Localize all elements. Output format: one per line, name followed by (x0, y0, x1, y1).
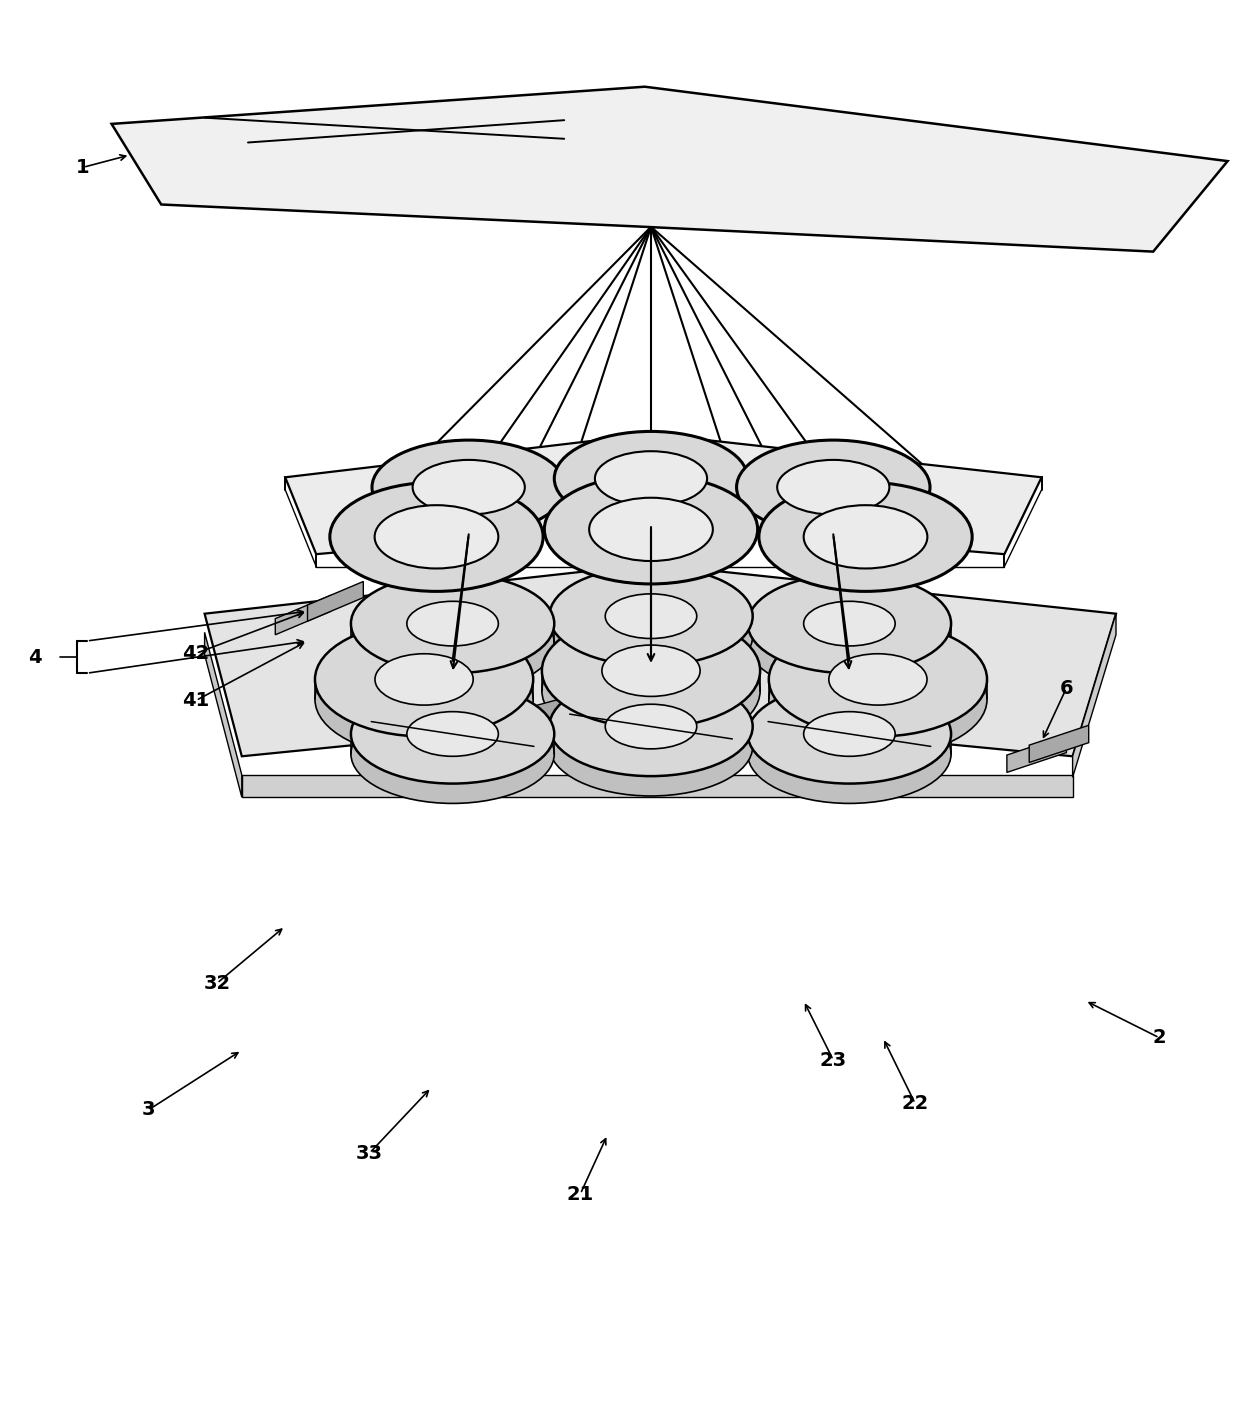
Ellipse shape (605, 594, 697, 639)
Text: 21: 21 (567, 1184, 594, 1203)
Ellipse shape (589, 497, 713, 560)
Ellipse shape (748, 684, 951, 783)
Polygon shape (1007, 736, 1066, 772)
Ellipse shape (413, 460, 525, 514)
Ellipse shape (372, 440, 565, 534)
Ellipse shape (549, 566, 753, 665)
Ellipse shape (374, 506, 498, 569)
Ellipse shape (804, 601, 895, 646)
Ellipse shape (737, 440, 930, 534)
Ellipse shape (407, 712, 498, 757)
Ellipse shape (769, 622, 987, 737)
Polygon shape (1073, 614, 1116, 778)
Text: 23: 23 (820, 1051, 847, 1069)
Text: 6: 6 (1060, 678, 1073, 698)
Text: 4: 4 (29, 647, 41, 667)
Polygon shape (205, 632, 242, 797)
Polygon shape (205, 565, 1116, 757)
Polygon shape (308, 581, 363, 621)
Text: 1: 1 (77, 158, 89, 177)
Ellipse shape (549, 587, 753, 685)
Text: 22: 22 (901, 1094, 929, 1112)
Ellipse shape (542, 614, 760, 727)
Ellipse shape (544, 475, 758, 584)
Ellipse shape (542, 633, 760, 748)
Ellipse shape (374, 654, 474, 705)
Ellipse shape (595, 451, 707, 506)
Ellipse shape (748, 574, 951, 674)
Polygon shape (315, 679, 533, 699)
Ellipse shape (330, 482, 543, 591)
Polygon shape (285, 434, 1042, 555)
Polygon shape (508, 691, 591, 730)
Polygon shape (748, 623, 951, 643)
Ellipse shape (804, 712, 895, 757)
Ellipse shape (351, 574, 554, 674)
Polygon shape (112, 87, 1228, 252)
Ellipse shape (315, 642, 533, 757)
Text: 33: 33 (356, 1143, 383, 1163)
Text: 41: 41 (182, 691, 210, 710)
Ellipse shape (748, 705, 951, 803)
Ellipse shape (769, 642, 987, 757)
Polygon shape (769, 679, 987, 699)
Ellipse shape (759, 482, 972, 591)
Ellipse shape (315, 622, 533, 737)
Ellipse shape (549, 696, 753, 796)
Ellipse shape (828, 654, 928, 705)
Text: 32: 32 (203, 974, 231, 993)
Ellipse shape (351, 705, 554, 803)
Ellipse shape (748, 594, 951, 693)
Polygon shape (1029, 726, 1089, 762)
Ellipse shape (351, 594, 554, 693)
Polygon shape (481, 703, 564, 743)
Ellipse shape (407, 601, 498, 646)
Ellipse shape (554, 432, 748, 525)
Text: 2: 2 (1153, 1028, 1166, 1048)
Ellipse shape (777, 460, 889, 514)
Polygon shape (275, 595, 331, 635)
Polygon shape (748, 734, 951, 754)
Polygon shape (549, 616, 753, 636)
Ellipse shape (549, 677, 753, 776)
Polygon shape (542, 671, 760, 691)
Polygon shape (242, 775, 1073, 797)
Polygon shape (351, 623, 554, 643)
Polygon shape (549, 727, 753, 747)
Ellipse shape (351, 684, 554, 783)
Ellipse shape (605, 705, 697, 750)
Text: 42: 42 (182, 644, 210, 663)
Polygon shape (351, 734, 554, 754)
Ellipse shape (804, 506, 928, 569)
Text: 3: 3 (143, 1100, 155, 1119)
Ellipse shape (601, 644, 701, 696)
